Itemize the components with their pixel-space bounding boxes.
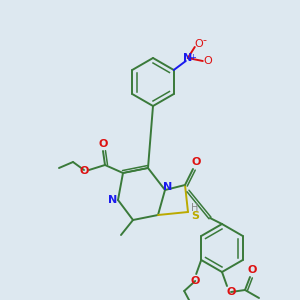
Text: O: O <box>247 265 257 275</box>
Text: -: - <box>203 35 207 45</box>
Text: O: O <box>79 166 89 176</box>
Text: O: O <box>191 157 201 167</box>
Text: O: O <box>194 39 203 49</box>
Text: N: N <box>183 53 192 63</box>
Text: N: N <box>164 182 172 192</box>
Text: O: O <box>226 287 236 297</box>
Text: O: O <box>98 139 108 149</box>
Text: O: O <box>203 56 212 66</box>
Text: H: H <box>191 203 199 213</box>
Text: S: S <box>191 211 199 221</box>
Text: +: + <box>189 52 196 62</box>
Text: O: O <box>190 276 200 286</box>
Text: N: N <box>108 195 118 205</box>
